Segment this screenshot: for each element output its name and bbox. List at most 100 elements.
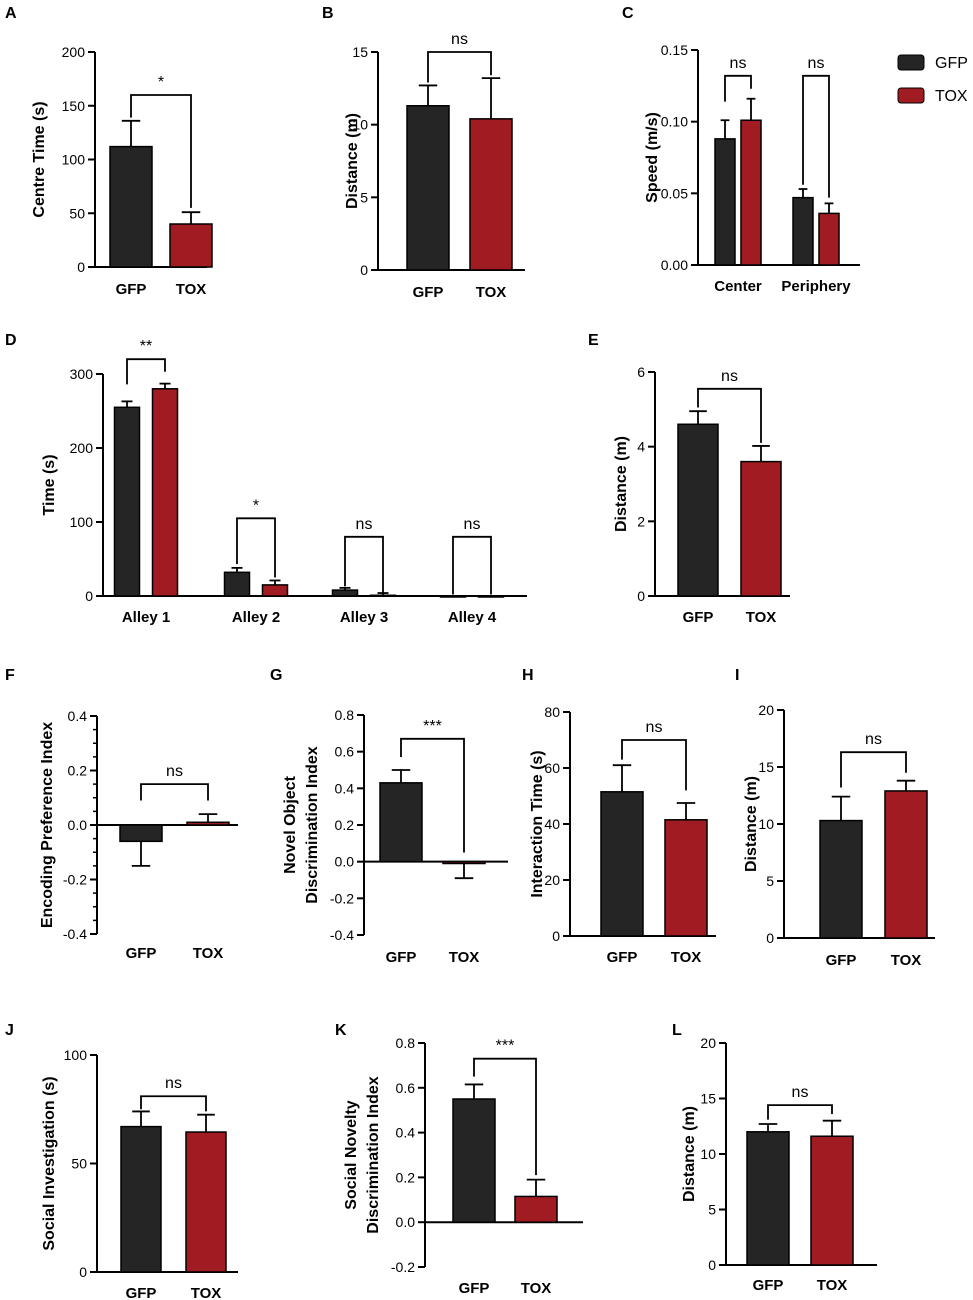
panel-g: G -0.4 -0.2 0.0 0.2 0.4 0.6 0.8 Novel Object Disc… [270,667,508,966]
panel-label: C [622,5,634,22]
y-tick-label: 5 [360,189,368,205]
significance-bracket [236,517,276,578]
panel-c: C 0.00 0.05 0.10 0.15 Speed (m/s) Center Periph… [622,5,860,295]
y-axis-label: Distance (m) [743,776,760,872]
y-tick-label: 0.4 [335,780,355,796]
panel-h: H 0 20 40 60 80 Interaction Time (s) GFP TOX ns [522,667,716,966]
bar-tox [740,460,782,597]
significance-label: * [158,74,164,91]
bar-gfp [452,1098,496,1223]
bar-tox [810,1135,854,1266]
y-axis-label-line: Discrimination Index [365,1076,382,1233]
significance-label: ns [808,55,825,72]
bar-gfp [119,824,163,843]
significance-bracket [802,74,830,198]
x-tick-label: GFP [683,609,714,626]
y-tick-label: 100 [70,514,94,530]
y-tick-label: 4 [637,439,645,455]
y-tick-label: 6 [637,364,645,380]
x-tick-label: GFP [413,284,444,301]
x-tick-label: GFP [386,949,417,966]
bar-gfp [677,423,719,597]
bar-gfp [331,589,359,597]
significance-bracket [452,535,492,595]
y-tick-label: 0 [552,928,560,944]
significance-label: ns [646,719,663,736]
y-tick-label: 0 [708,1257,716,1273]
bar-gfp [819,819,863,939]
bar-tox [151,388,179,597]
y-tick-label: 0.4 [396,1125,416,1141]
bar-gfp [379,782,423,863]
significance-label: ns [166,763,183,780]
x-tick-label: TOX [476,284,507,301]
y-tick-label: 0.0 [335,854,355,870]
legend: GFP TOX [897,54,968,105]
significance-bracket [840,751,907,788]
panel-label: L [672,1022,682,1039]
y-tick-label: 40 [544,816,560,832]
x-tick-label: GFP [126,945,157,962]
y-tick-label: 0.2 [396,1169,416,1185]
panel-j: J 0 50 100 Social Investigation (s) GFP TOX ns [5,1022,238,1300]
significance-bracket [621,739,687,791]
bar-gfp [600,791,644,937]
y-tick-label: 0.4 [68,708,88,724]
y-tick-label: 100 [64,1047,88,1063]
y-tick-label: 10 [758,816,774,832]
y-axis-label: Centre Time (s) [31,101,48,217]
x-tick-label: TOX [746,609,777,626]
y-tick-label: 0.8 [396,1035,416,1051]
bar-gfp [439,595,467,598]
significance-label: *** [496,1038,515,1055]
y-tick-label: 0 [85,588,93,604]
x-tick-label: Center [714,278,762,295]
y-tick-label: 0.10 [661,114,688,130]
bar-tox [186,821,230,826]
y-tick-label: 0.2 [68,763,88,779]
y-tick-label: 15 [700,1091,716,1107]
x-tick-label: Periphery [781,278,851,295]
y-tick-label: -0.4 [63,926,87,942]
legend-swatch [897,54,925,71]
y-tick-label: 0.8 [335,707,355,723]
bar-gfp [109,145,153,268]
y-tick-label: 50 [71,1156,87,1172]
significance-bracket [400,737,465,853]
y-tick-label: 10 [700,1146,716,1162]
bar-tox [261,584,289,597]
y-tick-label: 0.05 [661,185,688,201]
x-tick-label: Alley 2 [232,609,280,626]
y-tick-label: 200 [70,440,94,456]
bar-gfp [714,138,736,266]
x-tick-label: TOX [176,281,207,298]
bar-gfp [223,571,251,597]
bar-gfp [120,1125,162,1273]
y-axis-label: Time (s) [41,454,58,515]
y-tick-label: -0.4 [330,927,354,943]
panel-label: I [735,667,739,684]
significance-bracket [140,783,209,801]
y-tick-label: 20 [544,872,560,888]
panel-label: J [5,1022,14,1039]
y-axis-label-line: Discrimination Index [304,746,321,903]
y-tick-label: 0 [77,259,85,275]
x-tick-label: TOX [449,949,480,966]
y-axis-label: Speed (m/s) [644,112,661,203]
y-tick-label: 50 [69,205,85,221]
bar-tox [169,223,213,268]
y-tick-label: -0.2 [330,890,354,906]
y-tick-label: 200 [62,44,86,60]
significance-label: ns [730,55,747,72]
bar-tox [369,594,397,598]
y-tick-label: 0.0 [396,1214,416,1230]
y-tick-label: 0 [79,1264,87,1280]
y-axis-label: Distance (m) [613,436,630,532]
bar-gfp [792,196,814,266]
y-tick-label: -0.2 [63,872,87,888]
y-tick-label: 150 [62,98,86,114]
y-tick-label: 0.6 [396,1080,416,1096]
y-tick-label: 80 [544,704,560,720]
significance-label: ** [140,338,152,355]
